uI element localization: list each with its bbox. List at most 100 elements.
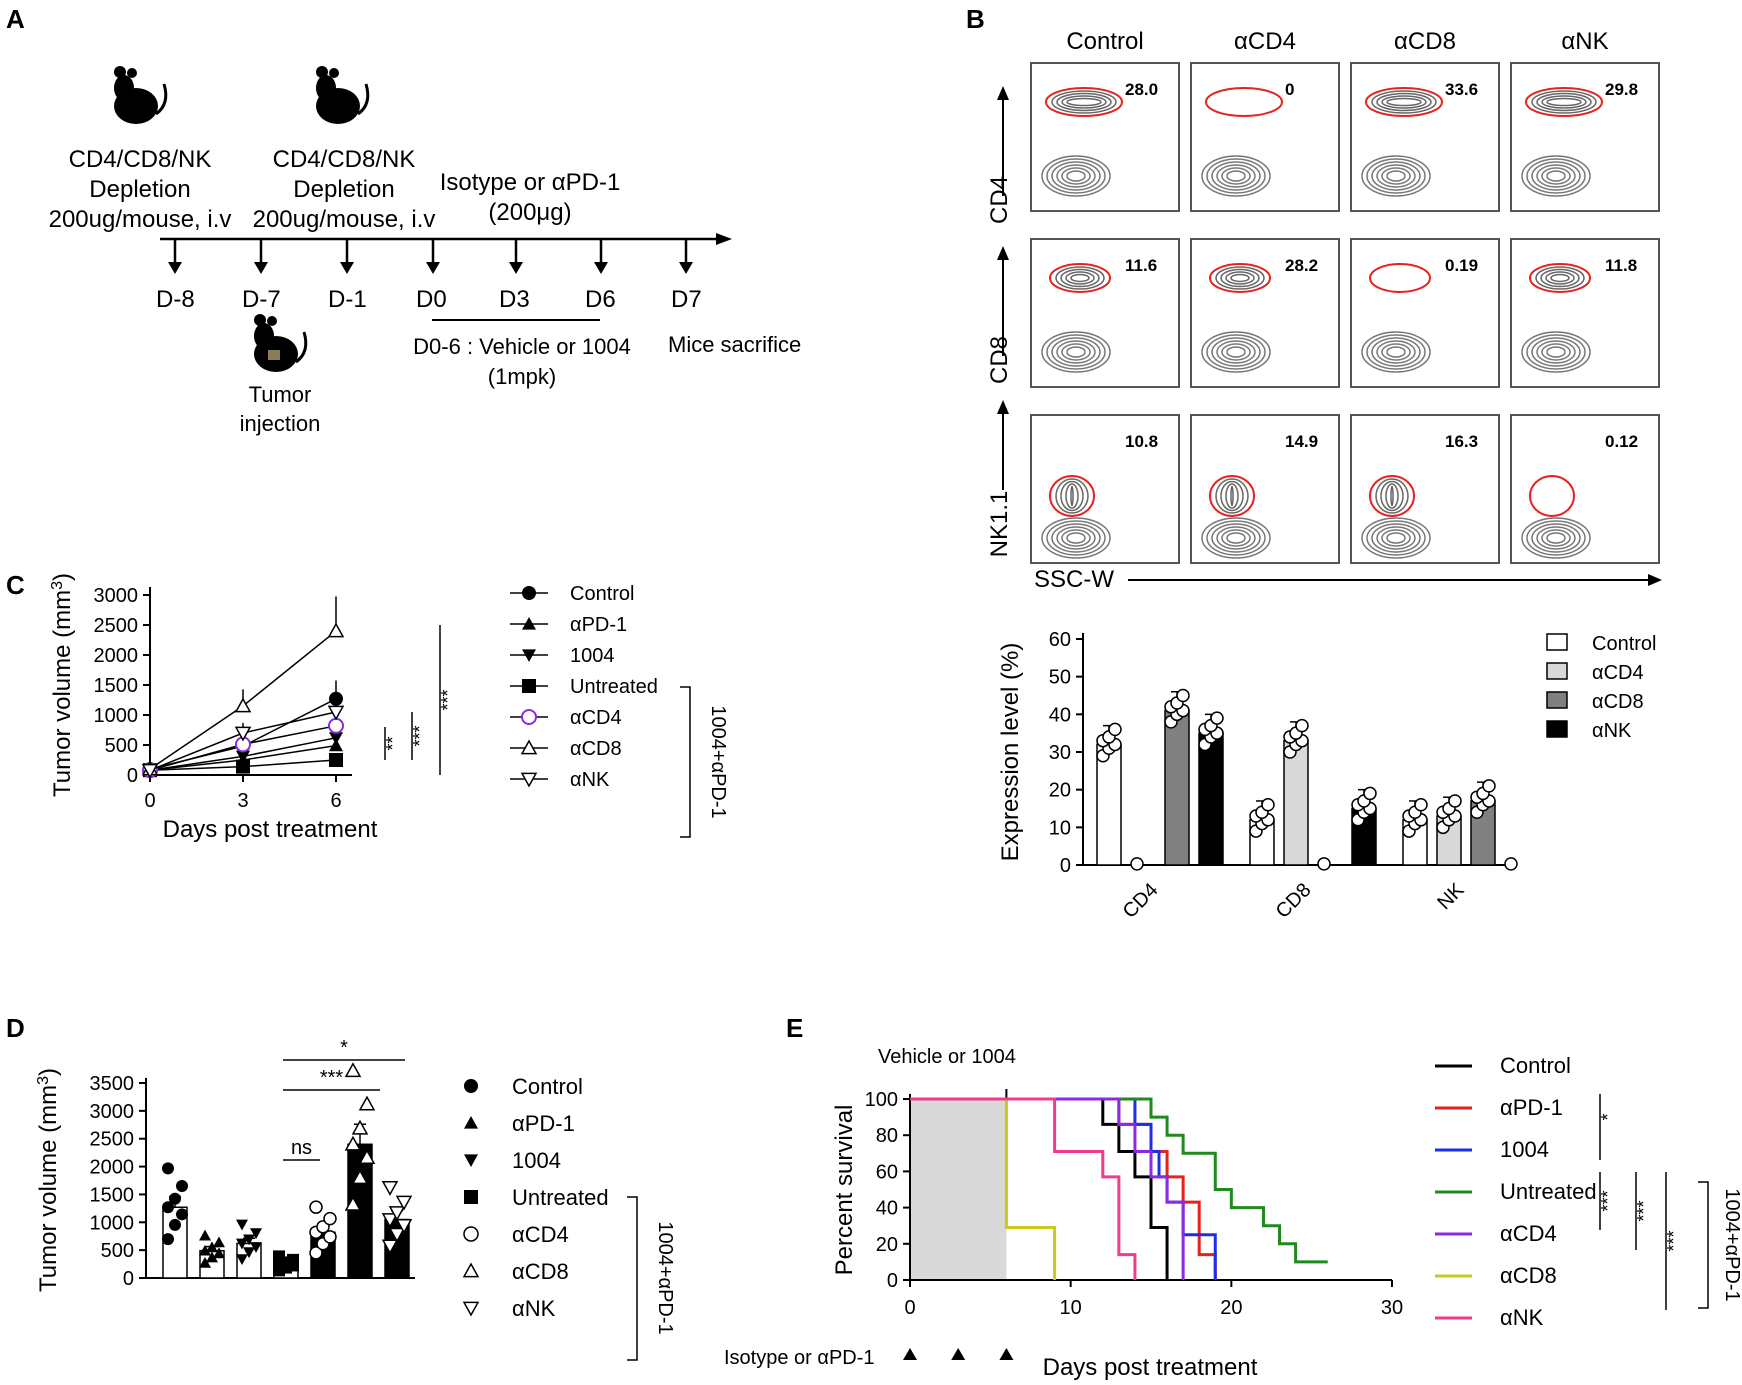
data-point bbox=[206, 1241, 218, 1253]
density-contour bbox=[1060, 480, 1084, 512]
y-tick-label: 0 bbox=[127, 765, 138, 787]
density-contour bbox=[1056, 526, 1096, 550]
data-point bbox=[213, 1247, 225, 1259]
data-point bbox=[381, 1239, 399, 1255]
density-contour bbox=[1056, 164, 1096, 188]
data-point bbox=[351, 1169, 369, 1185]
data-point bbox=[1295, 718, 1309, 733]
significance-label: *** bbox=[320, 1067, 344, 1089]
density-contour bbox=[1060, 268, 1100, 288]
facs-density-cluster bbox=[1361, 478, 1431, 559]
density-contour bbox=[1386, 532, 1406, 544]
density-contour bbox=[1201, 517, 1271, 559]
gate-ellipse bbox=[1049, 475, 1095, 517]
density-contour bbox=[1220, 480, 1244, 512]
row-label-cd4: CD4 bbox=[986, 176, 1013, 225]
facs-density-cluster bbox=[1041, 478, 1111, 559]
tumor-line1: Tumor bbox=[248, 382, 312, 407]
facs-plot-svg bbox=[1521, 263, 1591, 373]
data-point bbox=[1176, 688, 1190, 703]
facs-density-cluster bbox=[1201, 155, 1271, 197]
density-contour bbox=[1361, 517, 1431, 559]
y-tick-label: 3500 bbox=[90, 1073, 135, 1095]
gate-ellipse bbox=[1209, 263, 1271, 293]
y-axis-title: Percent survival bbox=[831, 1105, 858, 1276]
density-contour bbox=[1215, 266, 1265, 290]
density-contour bbox=[1066, 532, 1086, 544]
mouse-icon bbox=[114, 66, 168, 124]
density-contour bbox=[1366, 520, 1426, 556]
density-contour bbox=[1046, 158, 1106, 194]
density-contour bbox=[1371, 337, 1421, 367]
x-tick-label: 30 bbox=[1381, 1297, 1403, 1319]
facs-plot bbox=[1510, 238, 1660, 388]
data-point bbox=[176, 1180, 188, 1193]
facs-density-cluster bbox=[1361, 90, 1437, 197]
density-contour bbox=[1535, 266, 1585, 290]
data-point bbox=[329, 732, 343, 745]
density-contour bbox=[1221, 343, 1251, 361]
legend-label: αNK bbox=[570, 769, 610, 791]
density-contour bbox=[1230, 485, 1234, 507]
data-point bbox=[327, 622, 345, 638]
data-point bbox=[199, 1229, 211, 1241]
significance-label: *** bbox=[1598, 1190, 1618, 1211]
data-point bbox=[358, 1095, 376, 1111]
panel-label-d: D bbox=[6, 1013, 25, 1043]
density-contour bbox=[1051, 523, 1101, 553]
data-point bbox=[309, 1246, 323, 1260]
y-tick-label: 20 bbox=[1049, 780, 1071, 802]
day-d0: D0 bbox=[416, 286, 447, 313]
day-d-7: D-7 bbox=[242, 286, 281, 313]
facs-plot-svg bbox=[1041, 263, 1111, 373]
gate-percentage: 29.8 bbox=[1605, 80, 1639, 99]
density-contour bbox=[1201, 331, 1271, 373]
density-contour bbox=[1055, 266, 1105, 290]
density-contour bbox=[1386, 97, 1422, 107]
data-point bbox=[329, 753, 343, 767]
density-contour bbox=[1526, 520, 1586, 556]
facs-plot-svg bbox=[1041, 475, 1111, 559]
y-tick-label: 100 bbox=[865, 1089, 898, 1111]
group-label: 1004+αPD-1 bbox=[707, 705, 729, 818]
facs-plot bbox=[1190, 62, 1340, 212]
density-contour bbox=[1550, 273, 1570, 283]
significance-label: ** bbox=[383, 736, 403, 750]
gate-percentage: 0.12 bbox=[1605, 432, 1639, 451]
gate-percentage: 14.9 bbox=[1285, 432, 1319, 451]
density-contour bbox=[1381, 167, 1411, 185]
density-contour bbox=[1526, 158, 1586, 194]
facs-plot bbox=[1030, 414, 1180, 564]
data-point bbox=[358, 1149, 376, 1165]
data-point bbox=[141, 763, 159, 779]
legend-marker bbox=[464, 1079, 478, 1093]
dose-arrow bbox=[951, 1348, 966, 1360]
density-contour bbox=[1216, 526, 1256, 550]
facs-plot-svg bbox=[1361, 475, 1431, 559]
y-tick-label: 10 bbox=[1049, 817, 1071, 839]
data-point bbox=[344, 1195, 362, 1211]
density-contour bbox=[1371, 161, 1421, 191]
timeline bbox=[160, 233, 732, 274]
density-contour bbox=[1046, 334, 1106, 370]
density-contour bbox=[1225, 483, 1239, 509]
y-tick-label: 40 bbox=[1049, 704, 1071, 726]
density-contour bbox=[1371, 523, 1421, 553]
density-contour bbox=[1041, 517, 1111, 559]
density-contour bbox=[1211, 337, 1261, 367]
dep2-line1: CD4/CD8/NK bbox=[272, 146, 416, 173]
x-tick-label: 0 bbox=[904, 1297, 915, 1319]
legend-swatch bbox=[1546, 691, 1568, 709]
x-tick-label: 10 bbox=[1060, 1297, 1082, 1319]
legend-label: αCD4 bbox=[512, 1222, 569, 1247]
data-point bbox=[327, 705, 345, 721]
density-contour bbox=[1536, 340, 1576, 364]
x-tick-label: 6 bbox=[330, 790, 341, 812]
legend-label: αCD8 bbox=[512, 1259, 569, 1284]
legend-marker bbox=[522, 586, 536, 600]
density-contour bbox=[1541, 529, 1571, 547]
density-contour bbox=[1521, 517, 1591, 559]
y-tick-label: 40 bbox=[876, 1198, 898, 1220]
data-point bbox=[1363, 786, 1377, 801]
legend-marker bbox=[462, 1301, 480, 1317]
